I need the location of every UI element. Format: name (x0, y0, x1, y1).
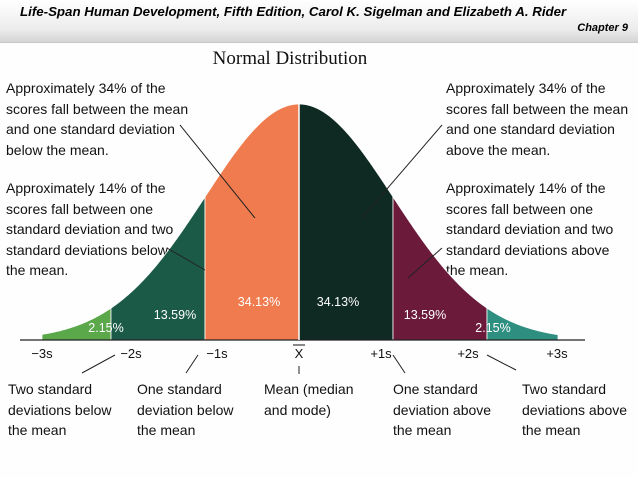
slide-header: Life-Span Human Development, Fifth Editi… (0, 0, 638, 43)
percent-label-minus3-minus2: 2.15% (88, 321, 123, 335)
tick-label-plus3: +3s (546, 346, 568, 361)
tick-label-minus2: −2s (120, 346, 142, 361)
segment-mean-plus1 (298, 103, 394, 341)
pointer-right-14 (407, 247, 443, 279)
tick-label-plus1: +1s (370, 346, 392, 361)
segment-minus3-minus2 (41, 307, 112, 341)
note-left-34: Approximately 34% of the scores fall bet… (6, 80, 189, 158)
pointer-plus2 (486, 354, 517, 371)
note-right-34: Approximately 34% of the scores fall bet… (446, 80, 629, 158)
note-right-14: Approximately 14% of the scores fall bet… (446, 180, 614, 278)
tick-label-minus1: −1s (206, 346, 228, 361)
pointer-minus1 (185, 354, 199, 374)
tick-label-mean: X (295, 346, 304, 361)
percent-label-plus1-plus2: 13.59% (404, 308, 446, 322)
segment-plus2-plus3 (486, 307, 559, 341)
label-two-below: Two standard deviations below the mean (8, 381, 112, 438)
book-title: Life-Span Human Development, Fifth Editi… (20, 4, 567, 19)
label-one-above: One standard deviation above the mean (393, 381, 492, 438)
tick-label-minus3: −3s (31, 346, 53, 361)
pointer-minus2 (81, 354, 116, 374)
percent-labels: 2.15% 13.59% 34.13% 34.13% 13.59% 2.15% (88, 295, 510, 335)
label-two-above: Two standard deviations above the mean (522, 381, 628, 438)
pointer-left-14 (166, 247, 206, 271)
axis-ticks: −3s −2s −1s X +1s +2s +3s (31, 344, 568, 361)
pointer-plus1 (392, 354, 406, 374)
pointer-right-34 (361, 124, 443, 219)
percent-label-plus2-plus3: 2.15% (475, 321, 510, 335)
percent-label-minus2-minus1: 13.59% (154, 308, 196, 322)
percent-label-mean-plus1: 34.13% (317, 295, 359, 309)
label-one-below: One standard deviation below the mean (137, 381, 234, 438)
note-left-14: Approximately 14% of the scores fall bet… (6, 180, 174, 278)
segment-minus2-minus1 (110, 195, 206, 341)
segment-plus1-plus2 (392, 195, 488, 341)
pointer-lines (81, 124, 517, 374)
curve-segments (41, 103, 559, 341)
tick-label-plus2: +2s (457, 346, 479, 361)
pointer-left-34 (179, 124, 256, 219)
percent-label-minus1-mean: 34.13% (238, 295, 280, 309)
slide-title: Normal Distribution (212, 48, 368, 69)
label-mean: Mean (median and mode) (264, 381, 354, 418)
segment-minus1-mean (204, 103, 300, 341)
chapter-label: Chapter 9 (577, 22, 628, 34)
